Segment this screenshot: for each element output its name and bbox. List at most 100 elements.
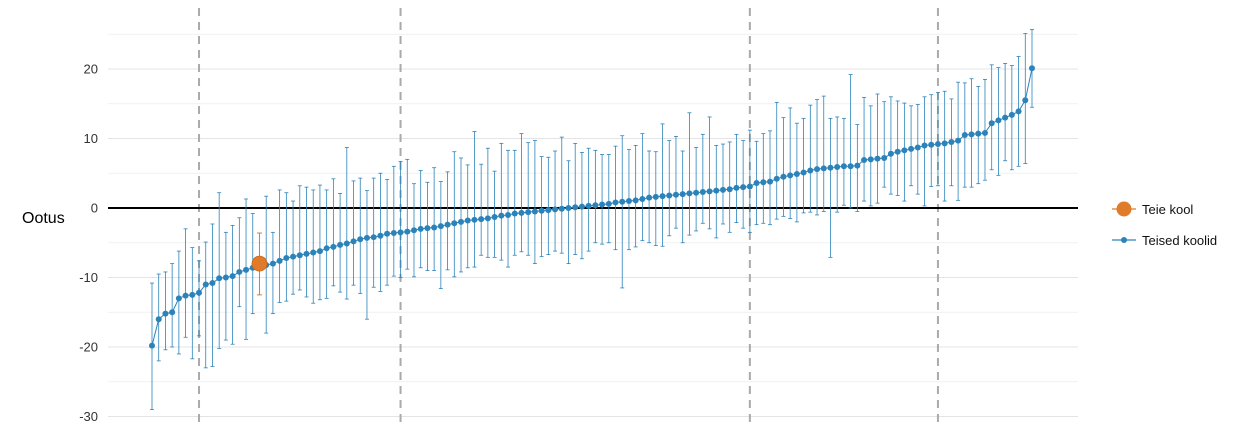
data-point [310,249,317,256]
data-point [169,309,176,316]
data-point [162,310,169,317]
data-point [659,193,666,200]
data-point [357,236,364,243]
data-point [1015,108,1022,115]
legend-marker-small [1121,237,1127,243]
data-point [491,214,498,221]
legend-label: Teised koolid [1142,233,1217,248]
y-axis: 20 10 0 -10 -20 -30 [79,62,98,425]
data-point [437,223,444,230]
data-point [370,234,377,241]
highlight-school [251,232,268,296]
data-point [733,184,740,191]
data-point [525,209,532,216]
data-point [222,274,229,281]
data-point [209,280,216,287]
data-point [646,194,653,201]
data-point [505,211,512,218]
y-tick-label: 0 [91,201,98,216]
data-point [155,316,162,323]
data-point [478,216,485,223]
data-point [861,157,868,164]
data-point [599,201,606,208]
data-point [464,217,471,224]
data-point [216,275,223,282]
data-point [834,163,841,170]
data-point [283,255,290,262]
data-point [511,210,518,217]
data-point [740,184,747,191]
data-point [686,190,693,197]
data-point [343,240,350,247]
y-tick-label: -30 [79,409,98,424]
data-point [719,186,726,193]
data-point [236,268,243,275]
data-point [531,208,538,215]
data-point [410,227,417,234]
data-point [672,191,679,198]
data-point [854,162,861,169]
data-point [706,188,713,195]
data-point [290,253,297,260]
y-tick-label: 20 [84,62,98,77]
data-point [202,281,209,288]
data-point [397,229,404,236]
y-tick-label: -10 [79,270,98,285]
data-point [726,186,733,193]
data-point [424,225,431,232]
data-point [928,141,935,148]
data-point [767,178,774,185]
data-point [330,243,337,250]
data-point [827,164,834,171]
data-point [404,228,411,235]
legend-item-teised-koolid: Teised koolid [1112,233,1217,248]
data-point [323,245,330,252]
data-point [417,225,424,232]
y-tick-label: -20 [79,340,98,355]
data-point [793,170,800,177]
data-point [874,155,881,162]
data-point [699,189,706,196]
data-point [363,234,370,241]
data-point [484,215,491,222]
data-point [498,212,505,219]
data-point [639,195,646,202]
data-point [679,191,686,198]
data-point [612,199,619,206]
data-point [901,147,908,154]
legend-marker-large [1116,201,1132,217]
data-point [149,342,155,349]
data-point [981,129,988,136]
data-point [968,131,975,138]
data-point [988,120,995,127]
data-point [840,163,847,170]
data-point [780,173,787,180]
data-point [605,200,612,207]
data-point [296,252,303,259]
data-point [887,150,894,157]
y-axis-title: Ootus [22,210,65,227]
data-point [814,166,821,173]
data-point [975,130,982,137]
data-point [652,193,659,200]
data-points [149,65,1035,349]
data-point [713,187,720,194]
data-point [934,141,941,148]
data-point [961,132,968,139]
data-point [175,295,182,302]
data-point [921,142,928,149]
data-point [908,145,915,152]
data-point [881,154,888,161]
data-point [592,202,599,209]
data-point [350,238,357,245]
gridlines [108,33,1078,417]
data-point [787,172,794,179]
data-point [632,197,639,204]
data-point [773,175,780,182]
data-point [384,230,391,237]
data-point [847,163,854,170]
data-point [229,273,236,280]
data-point [337,241,344,248]
data-point [941,140,948,147]
